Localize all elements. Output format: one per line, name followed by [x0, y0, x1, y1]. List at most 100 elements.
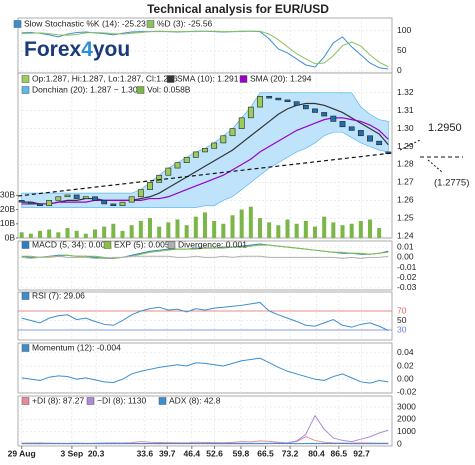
volume-bar	[340, 225, 345, 238]
legend-label: Op:1.287, Hi:1.287, Lo:1.287, Cl:1.286	[32, 73, 178, 83]
volume-bar	[102, 226, 107, 238]
candle	[357, 130, 364, 137]
y-tick-label: 0.02	[397, 360, 414, 370]
annotation: 1.2950	[428, 122, 462, 134]
legend-label: MACD (5, 34): 0.006	[32, 239, 110, 249]
candle	[137, 189, 144, 198]
candle	[27, 201, 34, 205]
logo-part: you	[93, 38, 130, 61]
arrow	[427, 159, 443, 173]
volume-bar	[285, 219, 290, 238]
volume-bar	[175, 219, 180, 238]
panel-frame	[17, 395, 393, 447]
y-tick-label: -0.03	[397, 282, 417, 292]
logo-part: Forex	[24, 38, 82, 61]
legend-swatch	[158, 397, 167, 405]
volume-bar	[120, 230, 125, 238]
y2-tick-label: 10B	[0, 218, 15, 228]
panel-frame	[17, 17, 393, 74]
volume-bar	[157, 226, 162, 238]
candle	[211, 142, 218, 149]
volume-bar	[47, 229, 52, 238]
candle	[55, 196, 62, 201]
volume-bar	[377, 228, 382, 238]
legend-swatch	[103, 241, 112, 249]
volume-bar	[56, 232, 61, 238]
y-tick-label: 0	[397, 438, 402, 448]
y2-tick-label: 0B	[5, 232, 16, 242]
volume-bar	[331, 222, 336, 238]
logo-part: 4	[81, 38, 93, 61]
candle	[18, 200, 25, 203]
candle	[101, 200, 108, 205]
x-tick-label: 33.6	[137, 448, 154, 458]
legend-label: %D (3): -25.56	[157, 18, 213, 28]
volume-bar	[221, 223, 226, 238]
candle	[247, 106, 254, 119]
x-tick-label: 59.8	[233, 448, 250, 458]
y-tick-label: 0.04	[397, 347, 414, 357]
volume-bar	[358, 220, 363, 238]
x-tick-label: 86.5	[331, 448, 348, 458]
candle	[312, 108, 318, 113]
volume-bar	[212, 220, 217, 238]
overlay: 1.2950 (1.2775) Forex4you	[17, 38, 469, 197]
candle	[275, 97, 282, 101]
y-tick-label: 2000	[397, 414, 416, 424]
volume-bar	[386, 237, 391, 239]
panels: 0 50 100 Slow Stochastic %K (14): -25.23 %D …	[0, 17, 417, 458]
volume-bar	[74, 230, 79, 238]
series-line	[21, 244, 389, 259]
volume-bar	[276, 225, 281, 238]
volume-bar	[303, 220, 308, 238]
candle	[330, 115, 337, 122]
chart-title: Technical analysis for EUR/USD	[147, 2, 329, 16]
y-tick-label: 0.01	[397, 241, 414, 251]
legend-label: Slow Stochastic %K (14): -25.23	[24, 18, 146, 28]
volume-bar	[294, 223, 299, 238]
y-tick-label: 3000	[397, 401, 416, 411]
candle	[202, 148, 208, 153]
candle	[220, 135, 227, 144]
series-line	[21, 255, 389, 259]
volume-bar	[193, 216, 198, 238]
volume-bar	[248, 206, 253, 238]
volume-bar	[19, 232, 24, 238]
x-tick-label: 46.4	[184, 448, 201, 458]
x-tick-label: 29 Aug	[8, 448, 36, 458]
y-tick-label: 1.25	[397, 213, 414, 223]
legend-swatch	[146, 20, 155, 28]
candle	[183, 156, 190, 163]
series-line	[21, 357, 389, 384]
legend-label: ADX (8): 42.8	[169, 395, 221, 405]
legend-label: Vol: 0.058B	[147, 84, 191, 94]
candle	[302, 104, 309, 110]
x-tick-label: 80.4	[308, 448, 325, 458]
legend-swatch	[86, 397, 95, 405]
legend-swatch	[167, 241, 176, 249]
y-tick-label: 0.00	[397, 373, 414, 383]
volume-bar	[166, 222, 171, 238]
candle	[257, 96, 263, 108]
x-tick-label: 92.7	[353, 448, 370, 458]
candle	[64, 194, 71, 198]
y-tick-label: 1.28	[397, 159, 414, 169]
candle	[165, 167, 172, 176]
candle	[73, 194, 80, 199]
y-tick-label: 1.26	[397, 195, 414, 205]
volume-bar	[267, 222, 272, 238]
candle	[293, 101, 300, 106]
legend-label: SMA (10): 1.291	[177, 73, 239, 83]
y-tick-label: 1.29	[397, 141, 414, 151]
candle	[367, 135, 373, 142]
y-tick-label: 1.31	[397, 105, 414, 115]
candle	[192, 151, 199, 158]
candle	[82, 196, 89, 199]
candle	[238, 117, 245, 129]
y-tick-label: 50	[397, 315, 407, 325]
x-tick-label: 39.7	[159, 448, 176, 458]
legend-label: RSI (7): 29.06	[32, 290, 85, 300]
volume-bar	[65, 228, 70, 238]
candle	[46, 200, 53, 207]
volume-bar	[129, 225, 134, 238]
